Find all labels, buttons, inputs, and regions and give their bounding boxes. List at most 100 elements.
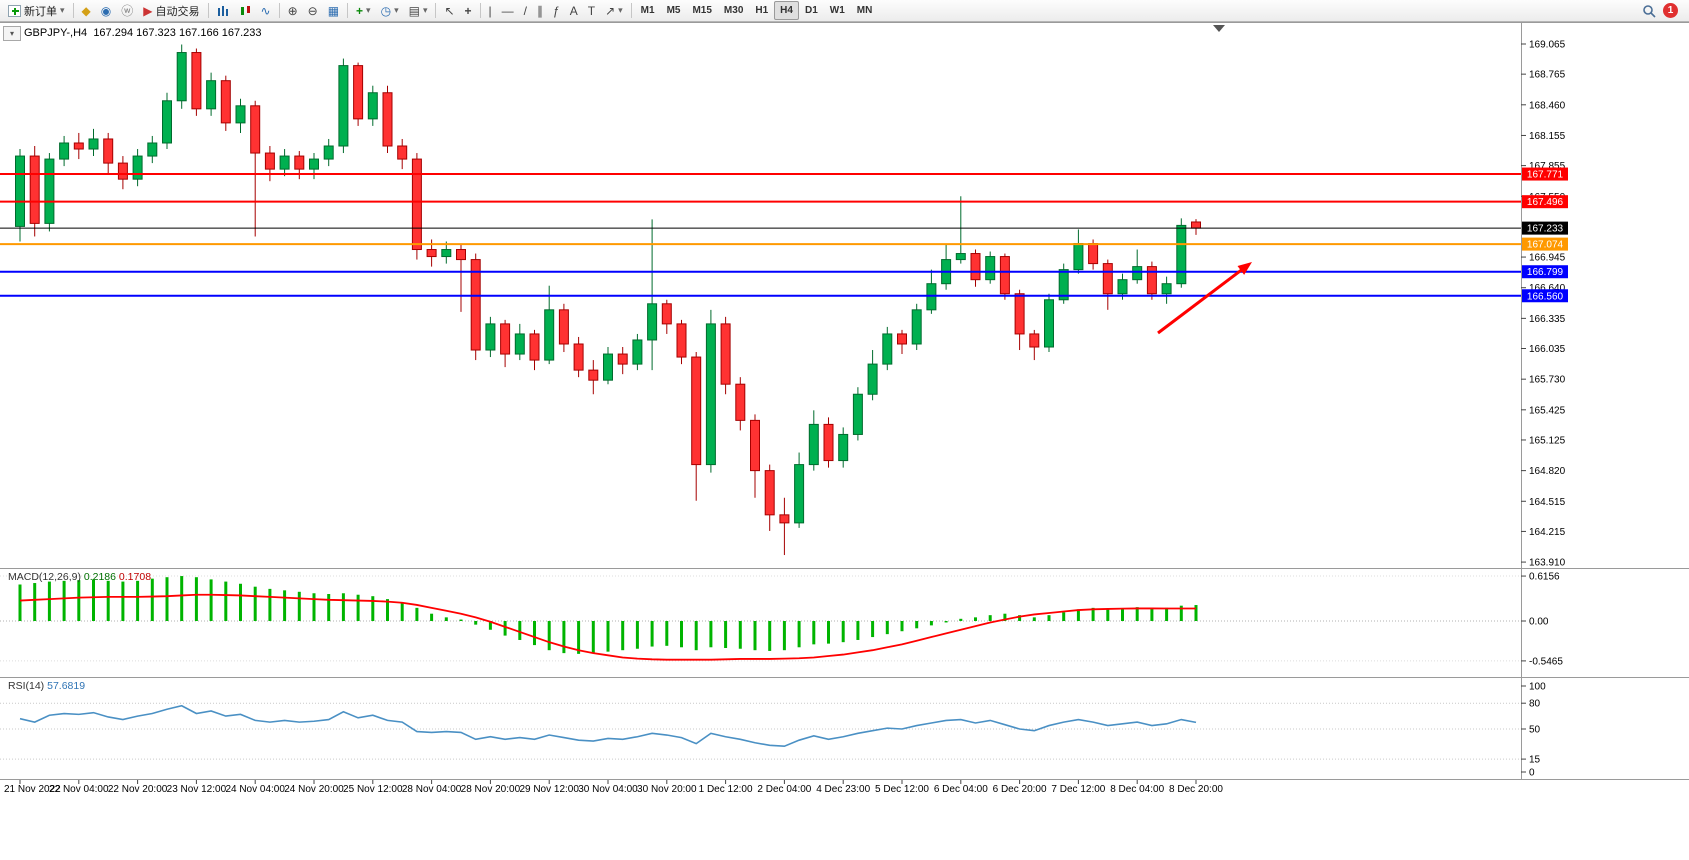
text-label-tool-button[interactable]: T [583, 0, 600, 21]
zoom-out-button[interactable]: ⊖ [303, 0, 323, 21]
timeframe-mn-button[interactable]: MN [856, 5, 873, 16]
cursor-tool-button[interactable]: ↖ [439, 0, 459, 21]
price-tag [1522, 195, 1568, 209]
svg-text:8 Dec 20:00: 8 Dec 20:00 [1169, 784, 1223, 795]
notification-badge[interactable]: 1 [1663, 3, 1678, 18]
svg-text:167.771: 167.771 [1527, 170, 1564, 181]
svg-text:0.6156: 0.6156 [1529, 572, 1560, 583]
svg-text:6 Dec 20:00: 6 Dec 20:00 [993, 784, 1047, 795]
candlestick-chart-icon [238, 4, 251, 17]
svg-text:21 Nov 2022: 21 Nov 2022 [4, 784, 61, 795]
line-chart-icon: ∿ [260, 3, 271, 18]
periods-button[interactable]: ◷ ▾ [376, 0, 404, 21]
candlestick-chart-button[interactable] [234, 0, 256, 21]
trendline-tool-button[interactable]: / [519, 0, 532, 21]
svg-text:164.515: 164.515 [1529, 497, 1566, 508]
market-button[interactable]: ◆ [77, 0, 96, 21]
bar-chart-icon [216, 4, 229, 17]
chevron-down-icon: ▾ [394, 5, 399, 15]
svg-text:-0.5465: -0.5465 [1529, 656, 1563, 667]
price-tag [1522, 289, 1568, 303]
vertical-line-tool-button[interactable]: | [484, 0, 497, 21]
trend-arrow-annotation[interactable] [1157, 262, 1252, 335]
chart-shift-marker[interactable] [1213, 25, 1225, 32]
indicators-button[interactable]: + ▾ [351, 0, 376, 21]
auto-trading-button[interactable]: ▶ 自动交易 [138, 0, 204, 21]
chevron-down-icon: ▾ [60, 5, 65, 15]
svg-text:28 Nov 20:00: 28 Nov 20:00 [461, 784, 521, 795]
svg-text:30 Nov 20:00: 30 Nov 20:00 [637, 784, 697, 795]
svg-text:22 Nov 04:00: 22 Nov 04:00 [49, 784, 109, 795]
svg-text:166.560: 166.560 [1527, 291, 1564, 302]
toolbar-separator [347, 3, 349, 18]
macd-panel: 0.6156 0.00 -0.5465 [0, 572, 1563, 667]
trendline-icon: / [523, 3, 528, 18]
tile-windows-button[interactable]: ▦ [323, 0, 344, 21]
timeframe-m15-button[interactable]: M15 [692, 5, 712, 16]
horizontal-line-tool-button[interactable]: — [497, 0, 519, 21]
toolbar-separator [630, 3, 632, 18]
svg-text:50: 50 [1529, 725, 1541, 736]
line-chart-button[interactable]: ∿ [256, 0, 276, 21]
toolbar-separator [278, 3, 280, 18]
zoom-in-button[interactable]: ⊕ [283, 0, 303, 21]
crosshair-icon: + [464, 3, 472, 18]
timeframe-m30-button[interactable]: M30 [723, 5, 744, 16]
timeframe-m5-button[interactable]: M5 [666, 5, 681, 16]
new-order-icon [8, 4, 21, 17]
vertical-line-icon: | [488, 3, 492, 18]
svg-text:4 Dec 23:00: 4 Dec 23:00 [816, 784, 870, 795]
svg-text:165.730: 165.730 [1529, 375, 1566, 386]
text-tool-button[interactable]: A [565, 0, 583, 21]
templates-button[interactable]: ▤ ▾ [404, 0, 433, 21]
timeframe-h4-button[interactable]: H4 [774, 1, 799, 20]
toolbar-separator [435, 3, 437, 18]
price-tag [1522, 167, 1568, 181]
svg-text:164.215: 164.215 [1529, 527, 1566, 538]
signals-button[interactable]: ◉ [96, 0, 116, 21]
fibonacci-icon: ƒ [553, 3, 560, 18]
search-icon[interactable] [1642, 4, 1656, 18]
toolbar-separator [72, 3, 74, 18]
channel-tool-button[interactable]: ∥ [532, 0, 548, 21]
timeframe-d1-button[interactable]: D1 [804, 5, 818, 16]
one-click-trading-toggle[interactable]: ▾ [3, 26, 21, 41]
svg-text:22 Nov 20:00: 22 Nov 20:00 [108, 784, 168, 795]
fibonacci-tool-button[interactable]: ƒ [548, 0, 565, 21]
community-button[interactable]: ⓦ [116, 0, 138, 21]
candles-layer [15, 44, 1201, 556]
svg-text:24 Nov 20:00: 24 Nov 20:00 [284, 784, 344, 795]
svg-text:166.799: 166.799 [1527, 267, 1564, 278]
timeframe-h1-button[interactable]: H1 [755, 5, 769, 16]
channel-icon: ∥ [537, 3, 544, 18]
svg-text:80: 80 [1529, 699, 1541, 710]
main-toolbar: 新订单 ▾ ◆ ◉ ⓦ ▶ 自动交易 ∿ ⊕ ⊖ ▦ + ▾ ◷ ▾ ▤ ▾ ↖ + … [0, 0, 1689, 22]
svg-text:28 Nov 04:00: 28 Nov 04:00 [402, 784, 462, 795]
svg-text:5 Dec 12:00: 5 Dec 12:00 [875, 784, 929, 795]
svg-text:167.855: 167.855 [1529, 161, 1566, 172]
bar-chart-button[interactable] [212, 0, 234, 21]
market-icon: ◆ [81, 3, 91, 18]
arrows-tool-button[interactable]: ↗ ▾ [600, 0, 628, 21]
arrow-tool-icon: ↗ [605, 3, 616, 18]
price-tag [1522, 221, 1568, 235]
svg-text:166.945: 166.945 [1529, 253, 1566, 264]
svg-text:165.425: 165.425 [1529, 405, 1566, 416]
svg-text:168.460: 168.460 [1529, 100, 1566, 111]
crosshair-tool-button[interactable]: + [460, 0, 477, 21]
svg-text:163.910: 163.910 [1529, 558, 1566, 569]
svg-text:24 Nov 04:00: 24 Nov 04:00 [225, 784, 285, 795]
timeframe-m1-button[interactable]: M1 [640, 5, 655, 16]
new-order-button[interactable]: 新订单 ▾ [3, 0, 70, 21]
signals-icon: ◉ [100, 3, 112, 18]
timeframe-w1-button[interactable]: W1 [829, 5, 845, 16]
svg-text:15: 15 [1529, 755, 1541, 766]
price-tag [1522, 265, 1568, 279]
svg-text:7 Dec 12:00: 7 Dec 12:00 [1051, 784, 1105, 795]
tile-windows-icon: ▦ [327, 3, 340, 18]
svg-text:168.765: 168.765 [1529, 70, 1566, 81]
price-axis[interactable]: 169.065168.765168.460168.155167.855167.5… [1521, 40, 1566, 569]
